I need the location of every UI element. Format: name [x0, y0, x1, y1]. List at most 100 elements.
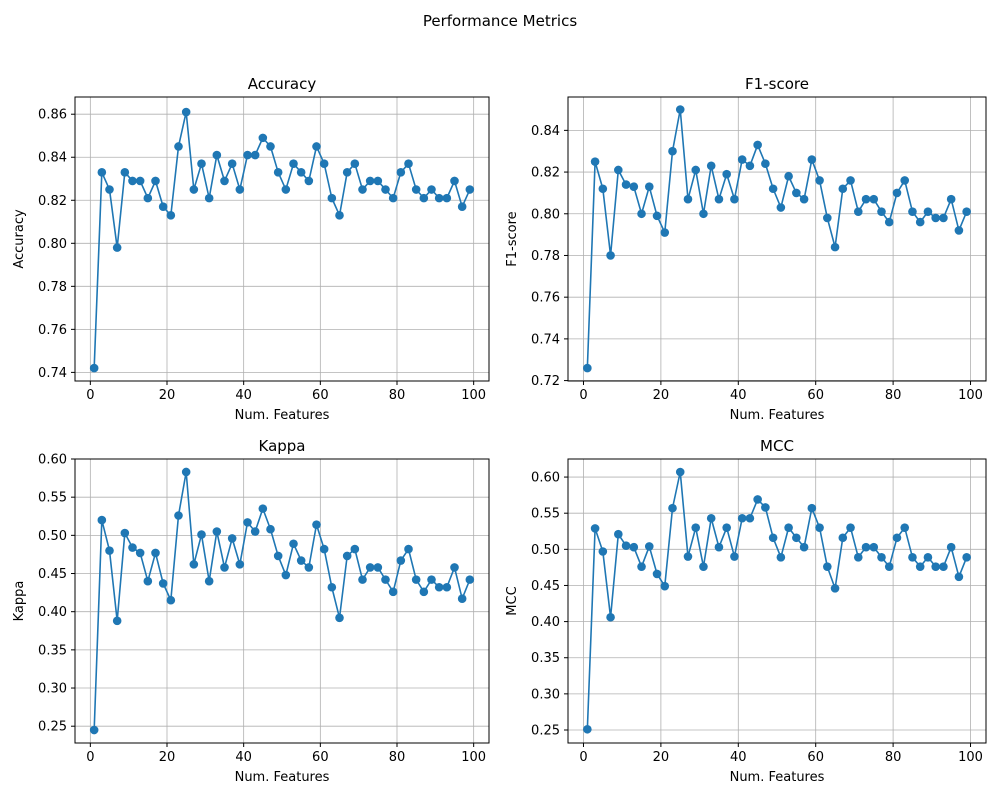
data-point	[877, 207, 886, 216]
data-point	[792, 533, 801, 543]
x-tick-label: 80	[389, 750, 406, 765]
y-tick-label: 0.80	[531, 207, 560, 222]
data-point	[722, 169, 731, 179]
x-tick-label: 0	[579, 750, 587, 765]
data-point	[807, 503, 817, 513]
subplot-title: MCC	[760, 437, 794, 455]
y-tick-label: 0.78	[38, 280, 67, 295]
x-tick-label: 100	[461, 388, 486, 403]
x-tick-label: 0	[579, 388, 587, 403]
data-point	[737, 513, 747, 523]
y-tick-label: 0.60	[531, 471, 560, 486]
data-point	[227, 534, 237, 543]
data-point	[838, 184, 848, 194]
data-point	[128, 543, 137, 552]
data-point	[823, 213, 832, 223]
data-point	[823, 562, 832, 571]
data-point	[450, 176, 459, 186]
data-point	[120, 528, 130, 538]
data-point	[753, 495, 762, 504]
data-point	[289, 159, 298, 168]
figure-suptitle: Performance Metrics	[422, 12, 578, 30]
y-tick-label: 0.55	[38, 491, 67, 506]
data-point	[411, 185, 421, 194]
data-point	[637, 562, 646, 571]
y-tick-label: 0.84	[531, 124, 560, 139]
y-tick-label: 0.25	[38, 720, 67, 735]
data-point	[954, 572, 964, 582]
data-point	[644, 182, 654, 191]
data-point	[644, 542, 654, 551]
data-point	[273, 168, 283, 177]
data-point	[869, 542, 879, 552]
data-point	[792, 188, 801, 198]
data-point	[606, 612, 615, 622]
y-tick-label: 0.55	[531, 507, 560, 522]
x-tick-label: 60	[312, 388, 329, 403]
data-point	[892, 533, 902, 543]
data-point	[714, 194, 724, 204]
data-point	[683, 552, 693, 561]
data-point	[220, 176, 229, 186]
x-tick-label: 0	[86, 750, 94, 765]
data-point	[166, 211, 176, 220]
data-point	[846, 176, 855, 185]
data-point	[861, 194, 871, 204]
data-point	[590, 157, 600, 166]
data-point	[900, 523, 910, 532]
x-axis-label: Num. Features	[730, 408, 825, 423]
data-point	[304, 176, 314, 186]
y-tick-label: 0.72	[531, 374, 560, 389]
data-point	[105, 546, 114, 555]
y-tick-label: 0.84	[38, 151, 67, 166]
data-point	[120, 168, 130, 177]
data-point	[598, 547, 608, 556]
subplot-title: F1-score	[745, 75, 809, 93]
data-point	[629, 542, 639, 552]
y-axis-label: MCC	[505, 586, 520, 615]
data-point	[327, 582, 337, 592]
data-point	[946, 194, 956, 204]
x-tick-label: 80	[389, 388, 406, 403]
data-point	[730, 552, 739, 561]
data-point	[112, 616, 122, 626]
y-tick-label: 0.60	[38, 453, 67, 468]
data-point	[204, 576, 214, 586]
y-axis-label: Accuracy	[12, 209, 27, 269]
x-tick-label: 60	[807, 750, 824, 765]
y-tick-label: 0.74	[38, 366, 67, 381]
y-tick-label: 0.76	[531, 291, 560, 306]
data-point	[908, 207, 917, 216]
data-point	[846, 523, 855, 532]
axes-frame	[567, 96, 987, 382]
data-point	[900, 176, 910, 185]
data-point	[465, 575, 475, 584]
data-point	[204, 193, 214, 203]
data-point	[281, 185, 291, 194]
data-point	[830, 584, 840, 593]
data-point	[358, 185, 367, 194]
y-tick-label: 0.45	[38, 567, 67, 582]
data-point	[699, 209, 708, 219]
data-point	[181, 467, 191, 477]
data-point	[714, 542, 724, 552]
data-point	[135, 548, 145, 558]
data-point	[434, 582, 444, 592]
data-point	[892, 188, 902, 198]
data-point	[629, 182, 639, 191]
data-point	[89, 725, 99, 735]
data-point	[884, 562, 894, 571]
data-point	[158, 579, 168, 588]
y-tick-label: 0.30	[38, 682, 67, 697]
data-point	[799, 194, 809, 204]
data-point	[258, 133, 268, 143]
y-tick-label: 0.82	[38, 194, 67, 209]
data-point	[342, 168, 352, 177]
data-point	[227, 159, 237, 168]
axes-frame	[74, 458, 490, 744]
data-point	[189, 185, 199, 194]
x-tick-label: 40	[730, 388, 747, 403]
y-tick-label: 0.76	[38, 323, 67, 338]
data-point	[289, 539, 298, 549]
data-point	[668, 146, 677, 156]
